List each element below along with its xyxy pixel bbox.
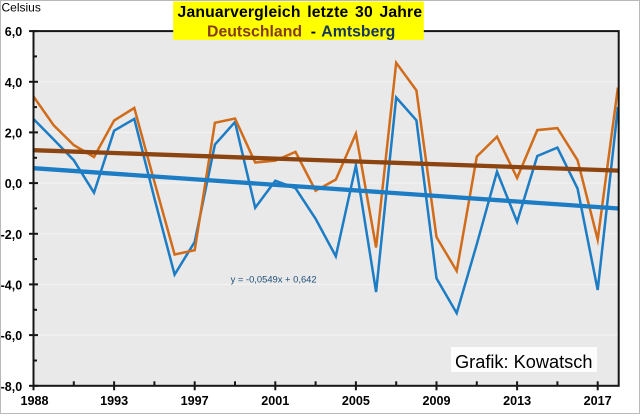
svg-text:y = -0,0549x + 0,642: y = -0,0549x + 0,642 <box>231 273 317 284</box>
svg-text:1997: 1997 <box>181 394 209 408</box>
svg-text:2017: 2017 <box>584 394 612 408</box>
svg-text:1993: 1993 <box>100 394 128 408</box>
svg-text:Januarvergleich letzte 30 Jahr: Januarvergleich letzte 30 Jahre <box>178 4 423 21</box>
svg-text:2013: 2013 <box>503 394 531 408</box>
svg-text:Amtsberg: Amtsberg <box>321 23 395 40</box>
svg-text:0,0: 0,0 <box>5 177 22 191</box>
svg-text:2001: 2001 <box>261 394 289 408</box>
svg-text:4,0: 4,0 <box>5 76 22 90</box>
svg-text:-6,0: -6,0 <box>1 329 23 343</box>
svg-text:2009: 2009 <box>422 394 450 408</box>
svg-text:-4,0: -4,0 <box>1 278 23 292</box>
svg-text:2005: 2005 <box>342 394 370 408</box>
svg-text:6,0: 6,0 <box>5 25 22 39</box>
svg-text:-: - <box>311 23 316 40</box>
svg-text:Grafik: Kowatsch: Grafik: Kowatsch <box>455 352 592 372</box>
svg-text:-2,0: -2,0 <box>1 228 23 242</box>
svg-text:Celsius: Celsius <box>2 1 41 15</box>
svg-text:Deutschland: Deutschland <box>207 23 302 40</box>
svg-text:1988: 1988 <box>20 394 48 408</box>
svg-text:2,0: 2,0 <box>5 126 22 140</box>
svg-text:-8,0: -8,0 <box>1 380 23 394</box>
